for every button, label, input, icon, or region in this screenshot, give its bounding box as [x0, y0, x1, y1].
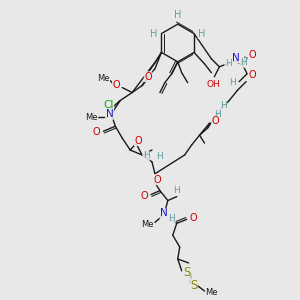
Text: O: O	[93, 127, 100, 137]
Text: H: H	[168, 214, 175, 223]
Text: H: H	[225, 59, 232, 68]
Text: O: O	[248, 50, 256, 60]
Text: H: H	[143, 152, 149, 160]
Text: H: H	[214, 110, 221, 119]
Text: Cl: Cl	[103, 100, 114, 110]
Text: O: O	[212, 116, 219, 126]
Text: H: H	[150, 28, 157, 39]
Text: S: S	[183, 266, 190, 279]
Text: H: H	[229, 78, 236, 87]
Text: H: H	[157, 152, 163, 161]
Text: H: H	[220, 101, 227, 110]
Text: S: S	[190, 279, 197, 292]
Text: H: H	[198, 28, 206, 39]
Text: H: H	[174, 10, 182, 20]
Text: Me: Me	[141, 220, 153, 229]
Text: H: H	[173, 186, 180, 195]
Text: O: O	[248, 70, 256, 80]
Text: Me: Me	[85, 113, 98, 122]
Text: Me: Me	[205, 288, 218, 297]
Text: O: O	[153, 175, 161, 185]
Text: N: N	[160, 208, 168, 218]
Text: O: O	[190, 213, 197, 224]
Text: O: O	[144, 72, 152, 82]
Text: Me: Me	[97, 74, 110, 83]
Text: O: O	[140, 190, 148, 201]
Text: H: H	[240, 58, 247, 67]
Text: OH: OH	[206, 80, 220, 89]
Text: N: N	[106, 109, 113, 119]
Text: O: O	[112, 80, 120, 90]
Text: N: N	[232, 53, 240, 63]
Text: O: O	[134, 136, 142, 146]
